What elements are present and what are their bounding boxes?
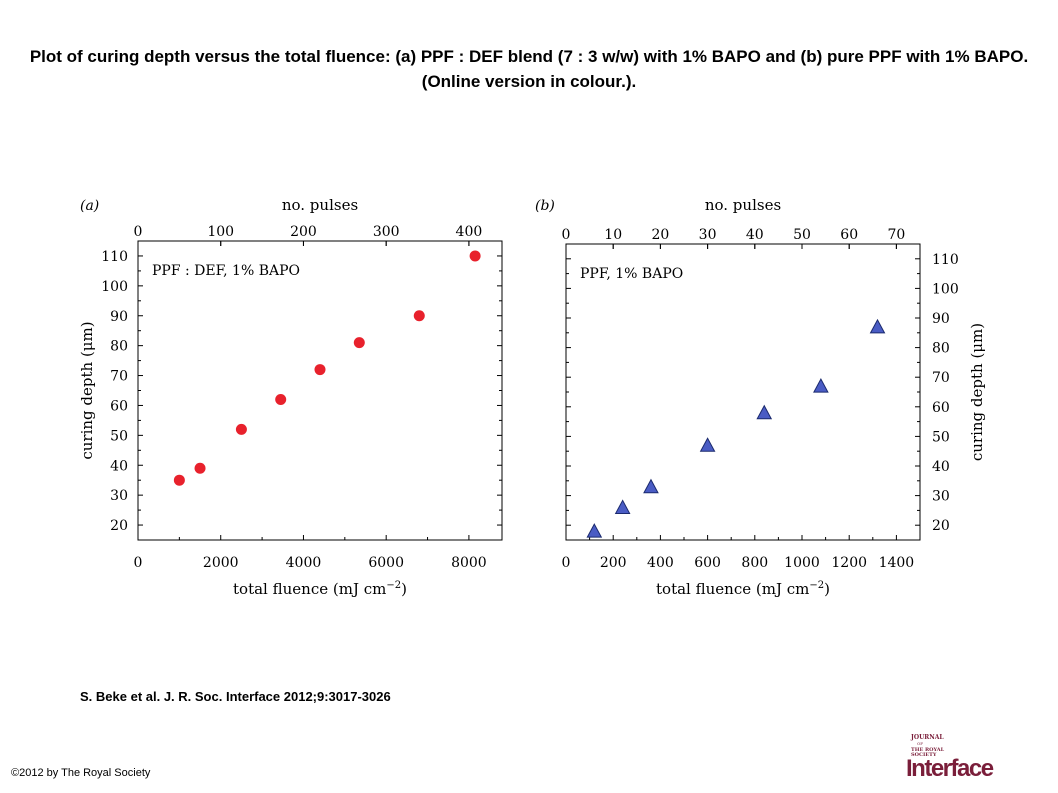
figure-title: Plot of curing depth versus the total fl… <box>29 47 1029 91</box>
x-tick-label: 2000 <box>203 555 239 571</box>
panel-label: (a) <box>80 198 99 214</box>
data-point <box>756 404 773 420</box>
y-tick-label: 40 <box>932 459 950 475</box>
y-tick-label: 40 <box>110 458 128 474</box>
data-point <box>275 393 287 405</box>
y-tick-label: 60 <box>932 400 950 416</box>
top-x-tick-label: 200 <box>290 224 317 240</box>
y-tick-label: 50 <box>932 429 950 445</box>
y-tick-label: 90 <box>110 309 128 325</box>
data-point <box>643 478 659 494</box>
top-x-tick-label: 40 <box>746 227 764 243</box>
data-point <box>235 423 247 435</box>
top-x-tick-label: 0 <box>134 224 143 240</box>
top-x-tick-label: 100 <box>207 224 234 240</box>
x-tick-label: 1400 <box>879 555 915 571</box>
data-point <box>353 337 365 349</box>
top-x-tick-label: 10 <box>604 227 622 243</box>
data-point <box>413 310 425 322</box>
logo-line-of: OF <box>917 741 923 746</box>
y-tick-label: 100 <box>932 281 959 297</box>
top-x-tick-label: 20 <box>651 227 669 243</box>
data-point <box>173 474 185 486</box>
top-x-tick-label: 50 <box>793 227 811 243</box>
logo-line-the-royal: THE ROYAL <box>911 747 945 753</box>
journal-logo: JOURNAL OF THE ROYAL SOCIETY Interface <box>906 734 995 780</box>
plot-annotation: PPF, 1% BAPO <box>580 266 683 282</box>
data-point <box>194 462 206 474</box>
top-x-tick-label: 400 <box>456 224 483 240</box>
x-axis-label: total fluence (mJ cm−2) <box>233 580 407 598</box>
y-tick-label: 110 <box>101 249 128 265</box>
copyright-notice: ©2012 by The Royal Society <box>11 767 151 779</box>
x-tick-label: 400 <box>647 555 674 571</box>
data-point <box>314 364 326 376</box>
top-x-tick-label: 30 <box>699 227 717 243</box>
panel-label: (b) <box>535 198 555 214</box>
plot-frame <box>137 240 503 541</box>
x-tick-label: 0 <box>562 555 571 571</box>
y-axis-label: curing depth (μm) <box>968 323 986 461</box>
y-tick-label: 20 <box>932 518 950 534</box>
y-tick-label: 90 <box>932 311 950 327</box>
data-point <box>869 318 886 334</box>
y-tick-label: 80 <box>110 339 128 355</box>
chart-panel-b: 0 200 400 600 800 1000 1200 1400 0 10 20 30 40 50 60 70… <box>535 196 986 598</box>
data-point <box>699 437 716 452</box>
logo-wordmark: Interface <box>906 755 994 780</box>
top-x-tick-label: 60 <box>840 227 858 243</box>
top-x-tick-label: 70 <box>887 227 905 243</box>
y-tick-label: 30 <box>110 488 128 504</box>
top-x-tick-label: 0 <box>562 227 571 243</box>
x-tick-label: 1200 <box>831 555 867 571</box>
top-axis-label: no. pulses <box>282 196 358 214</box>
x-tick-label: 6000 <box>368 555 404 571</box>
plot-frame <box>565 243 921 541</box>
data-point <box>586 523 603 538</box>
logo-line-society: SOCIETY <box>911 752 937 758</box>
x-tick-label: 4000 <box>286 555 322 571</box>
y-tick-label: 30 <box>932 489 950 505</box>
x-tick-label: 1000 <box>784 555 820 571</box>
y-tick-label: 100 <box>101 279 128 295</box>
x-tick-label: 800 <box>741 555 768 571</box>
data-point <box>813 378 829 393</box>
top-x-tick-label: 300 <box>373 224 400 240</box>
x-tick-label: 8000 <box>451 555 487 571</box>
x-tick-label: 0 <box>134 555 143 571</box>
citation: S. Beke et al. J. R. Soc. Interface 2012… <box>80 689 391 704</box>
top-axis-label: no. pulses <box>705 196 781 214</box>
y-axis-label: curing depth (μm) <box>78 321 96 459</box>
y-tick-label: 20 <box>110 518 128 534</box>
y-tick-label: 110 <box>932 252 959 268</box>
plot-annotation: PPF : DEF, 1% BAPO <box>152 263 300 279</box>
y-tick-label: 50 <box>110 428 128 444</box>
y-tick-label: 70 <box>110 369 128 385</box>
y-tick-label: 60 <box>110 398 128 414</box>
x-tick-label: 600 <box>694 555 721 571</box>
data-point <box>469 250 481 262</box>
logo-line-journal: JOURNAL <box>910 734 944 741</box>
y-tick-label: 70 <box>932 370 950 386</box>
y-tick-label: 80 <box>932 341 950 357</box>
data-point <box>614 499 631 514</box>
chart-panel-a: 0 2000 4000 6000 8000 0 100 200 300 400 20 30 40 50 60… <box>78 196 503 598</box>
x-tick-label: 200 <box>600 555 627 571</box>
x-axis-label: total fluence (mJ cm−2) <box>656 580 830 598</box>
